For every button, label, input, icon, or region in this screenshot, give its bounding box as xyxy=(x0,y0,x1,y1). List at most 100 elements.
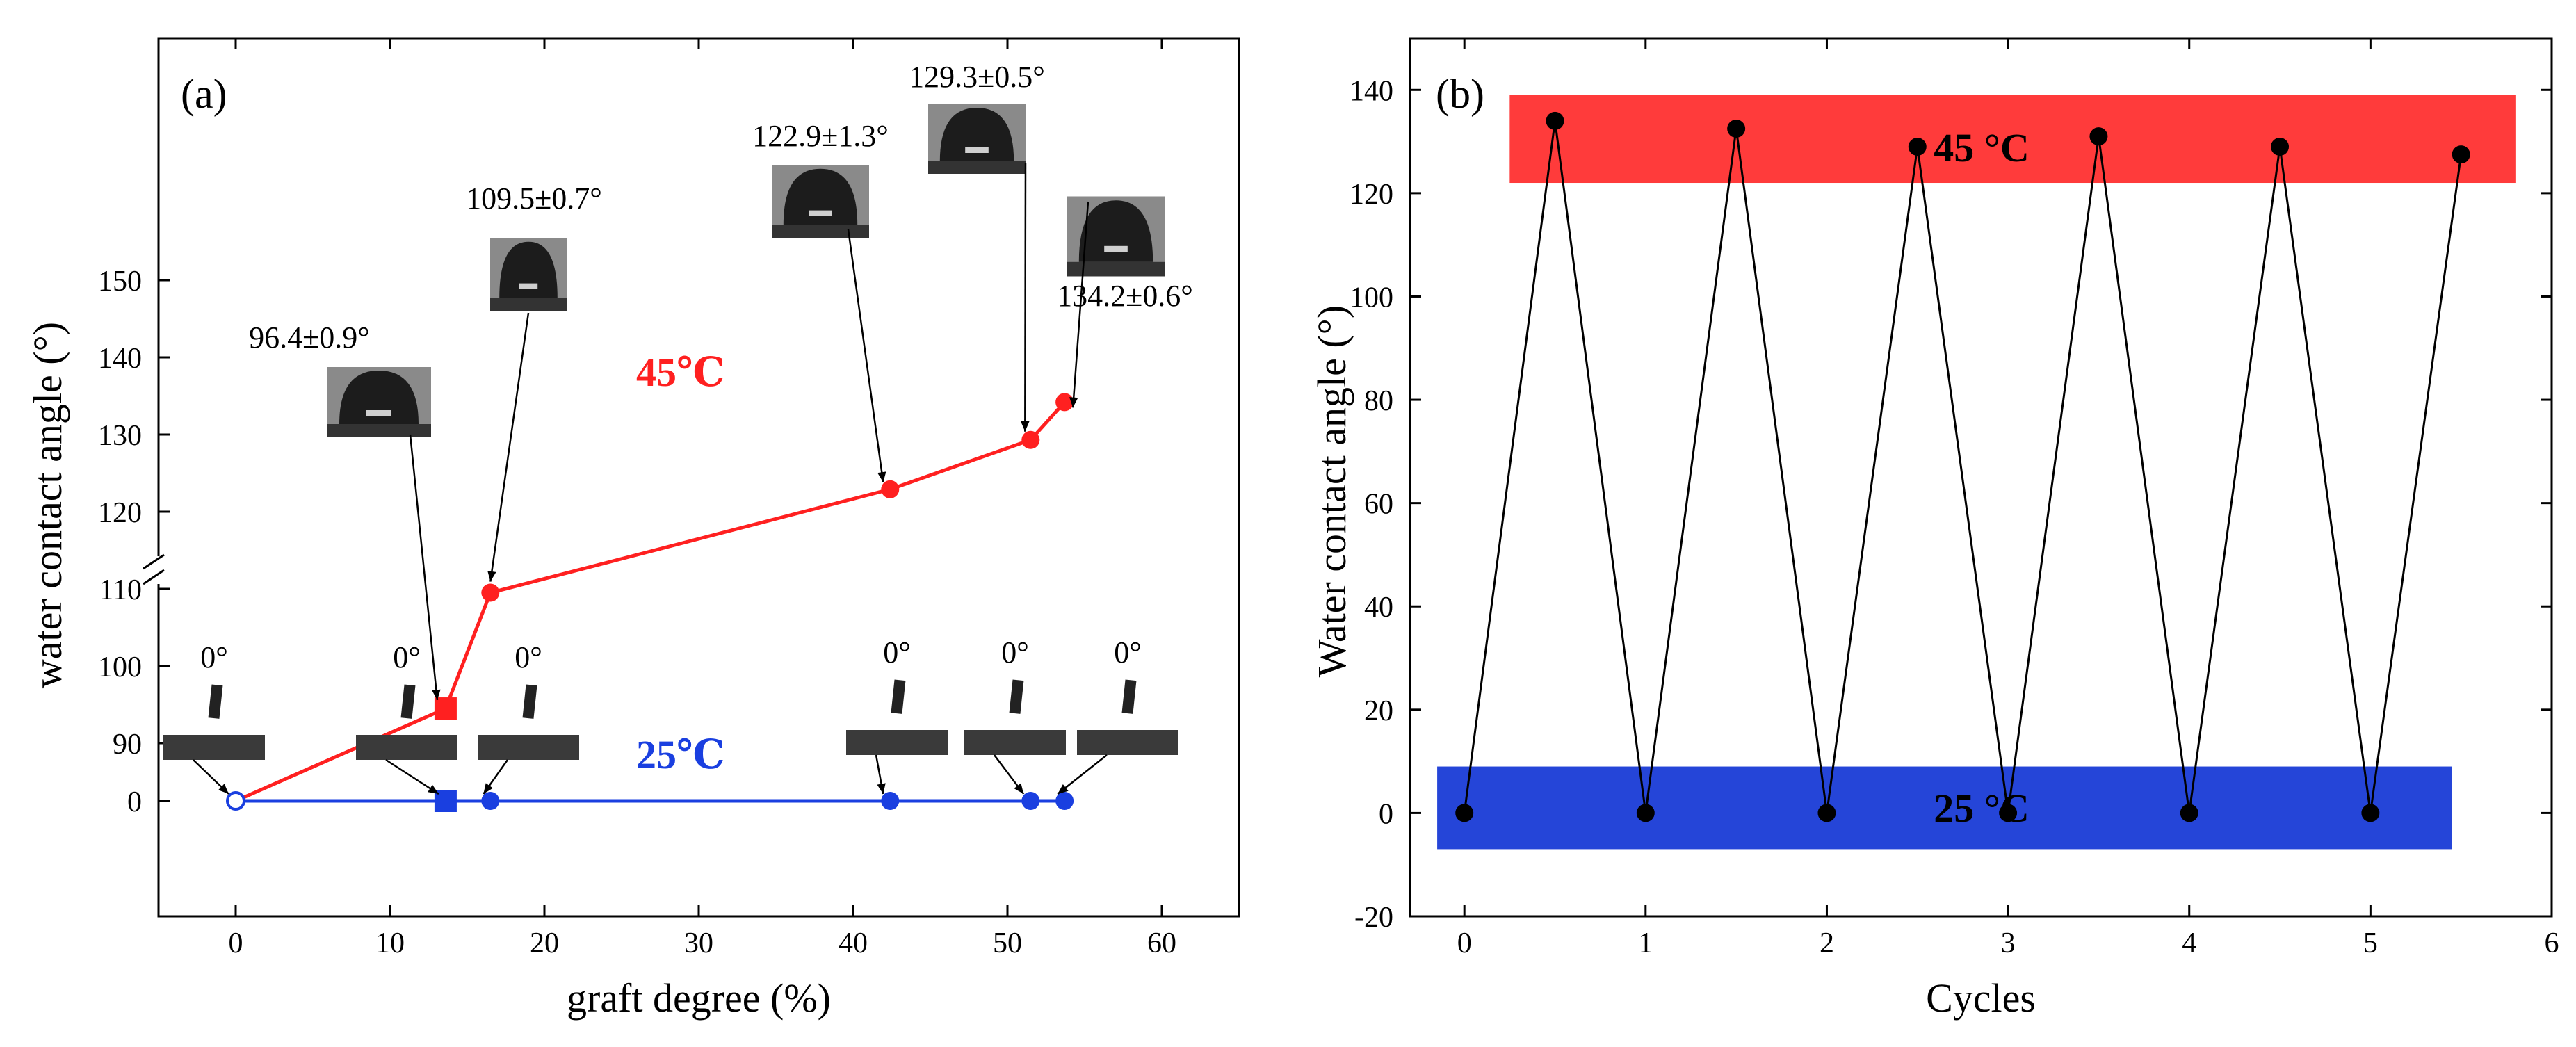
plot-frame-a xyxy=(157,37,1240,918)
droplet-substrate xyxy=(490,298,567,311)
annotation-45c: 109.5±0.7° xyxy=(466,181,602,216)
annotation-25c: 0° xyxy=(1114,635,1142,669)
annotation-arrowhead xyxy=(218,784,229,794)
series-label-45c: 45℃ xyxy=(636,350,725,395)
data-point-25c xyxy=(881,792,900,810)
data-point-45c xyxy=(1021,430,1040,449)
droplet-highlight xyxy=(519,283,538,289)
y-tick-label-b: 140 xyxy=(1350,75,1393,107)
axis-break-mark xyxy=(143,569,165,585)
needle-tip xyxy=(1009,679,1024,714)
data-point-cycle xyxy=(1817,804,1836,822)
droplet-image xyxy=(1067,196,1165,277)
data-point-cycle xyxy=(1636,804,1655,822)
y-tick-label-a: 130 xyxy=(98,420,142,452)
line-break-gap xyxy=(393,560,403,575)
y-tick-label-b: -20 xyxy=(1354,902,1393,934)
data-point-25c xyxy=(481,792,500,810)
x-tick-label-a: 20 xyxy=(530,927,559,959)
data-point-25c xyxy=(1021,792,1040,810)
droplet-shape xyxy=(499,241,558,298)
annotation-25c: 0° xyxy=(393,640,421,674)
y-tick-label-a-zero: 0 xyxy=(127,786,142,818)
y-tick-label-b: 80 xyxy=(1364,385,1393,417)
droplet-substrate xyxy=(1067,261,1165,277)
data-point-cycle xyxy=(1455,804,1474,822)
data-point-45c xyxy=(1055,393,1074,412)
y-tick-label-a: 110 xyxy=(99,574,142,606)
data-point-cycle xyxy=(1727,120,1746,138)
annotation-arrowhead xyxy=(1021,421,1030,432)
annotation-arrowhead xyxy=(877,471,886,482)
x-tick-label-a: 30 xyxy=(684,927,713,959)
substrate-strip xyxy=(846,730,948,755)
x-tick-label-b: 6 xyxy=(2545,927,2559,959)
annotation-arrowhead xyxy=(1058,784,1069,794)
annotation-arrowhead xyxy=(428,784,439,794)
y-tick-label-a: 150 xyxy=(98,266,142,298)
data-point-cycle xyxy=(1999,804,2018,822)
substrate-strip xyxy=(356,735,457,760)
droplet-shape xyxy=(339,371,419,424)
x-tick-label-a: 10 xyxy=(375,927,405,959)
annotation-arrow xyxy=(385,758,439,795)
needle-tip xyxy=(522,684,537,719)
droplet-image-25c xyxy=(846,679,948,755)
y-tick-label-a: 100 xyxy=(98,651,142,683)
y-axis-label-a: water contact angle (°) xyxy=(25,322,70,688)
annotation-arrow xyxy=(1024,163,1027,432)
y-tick-label-b: 100 xyxy=(1350,282,1393,314)
y-tick-label-b: 0 xyxy=(1379,798,1393,830)
data-point-cycle xyxy=(2452,145,2470,164)
droplet-image-25c xyxy=(163,684,265,760)
data-point-cycle xyxy=(1908,138,1927,156)
x-axis-label-b: Cycles xyxy=(1926,975,2036,1021)
x-tick-label-a: 60 xyxy=(1147,927,1176,959)
panel-label-a: (a) xyxy=(181,71,227,117)
y-axis-label-b: Water contact angle (°) xyxy=(1309,305,1354,677)
annotation-25c: 0° xyxy=(200,640,228,674)
substrate-strip xyxy=(163,735,265,760)
annotation-arrowhead xyxy=(1014,783,1024,794)
x-tick-label-b: 5 xyxy=(2363,927,2378,959)
droplet-image-25c xyxy=(356,684,457,760)
droplet-substrate xyxy=(928,161,1026,174)
annotation-45c: 96.4±0.9° xyxy=(249,320,370,355)
series-line-cycles xyxy=(1463,120,2463,813)
annotation-45c: 134.2±0.6° xyxy=(1057,279,1193,313)
x-axis-label-a: graft degree (%) xyxy=(567,975,831,1021)
data-point-cycle xyxy=(2089,127,2108,146)
droplet-highlight xyxy=(366,410,391,416)
droplet-shape xyxy=(939,108,1014,161)
y-tick-label-a: 140 xyxy=(98,343,142,375)
annotation-25c: 0° xyxy=(515,640,542,674)
y-tick-label-b: 40 xyxy=(1364,592,1393,624)
substrate-strip xyxy=(1077,730,1178,755)
annotation-arrowhead xyxy=(432,689,441,701)
needle-tip xyxy=(208,684,223,719)
substrate-strip xyxy=(964,730,1066,755)
droplet-shape xyxy=(1078,200,1153,262)
data-point-25c xyxy=(226,791,245,811)
droplet-shape xyxy=(783,168,858,225)
axis-break-mark xyxy=(143,553,165,570)
annotation-arrowhead xyxy=(483,783,493,794)
data-point-cycle xyxy=(2271,138,2290,156)
droplet-highlight xyxy=(809,210,832,216)
data-point-cycle xyxy=(2361,804,2380,822)
substrate-strip xyxy=(478,735,579,760)
x-tick-label-b: 1 xyxy=(1638,927,1653,959)
axis-break-gap xyxy=(150,556,167,584)
droplet-image-25c xyxy=(1077,679,1178,755)
droplet-image xyxy=(928,104,1026,174)
needle-tip xyxy=(400,684,416,719)
data-point-45c xyxy=(481,583,500,602)
annotation-arrow xyxy=(847,229,884,482)
annotation-45c: 129.3±0.5° xyxy=(909,60,1045,94)
droplet-substrate xyxy=(772,225,869,238)
y-tick-label-a: 90 xyxy=(113,729,142,761)
droplet-highlight xyxy=(965,147,989,153)
annotation-arrowhead xyxy=(877,783,886,794)
data-point-45c xyxy=(434,697,457,720)
